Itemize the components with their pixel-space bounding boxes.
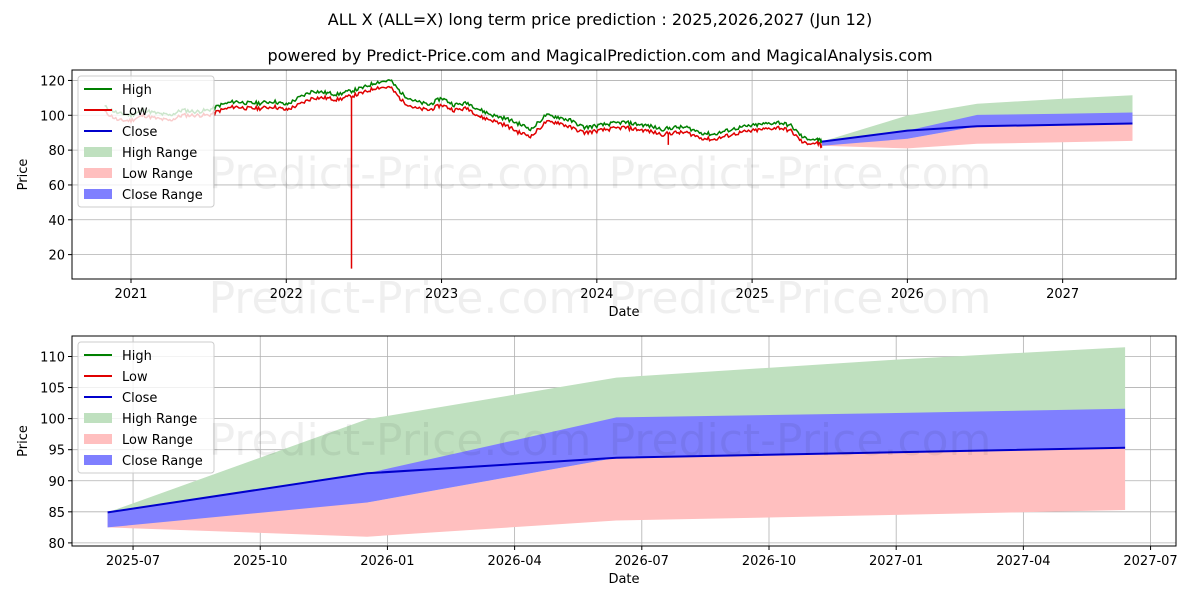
x-axis-label: Date xyxy=(608,305,639,320)
high-series-line xyxy=(104,78,823,145)
legend-label: Close xyxy=(122,125,157,140)
x-tick-label: 2027-07 xyxy=(1123,554,1177,569)
x-tick-label: 2021 xyxy=(114,287,147,302)
watermark-text: Predict-Price.com xyxy=(609,273,992,324)
y-tick-label: 85 xyxy=(48,506,65,521)
legend-label: Close Range xyxy=(122,454,203,469)
legend-label: Low xyxy=(122,370,148,385)
legend-label: Close Range xyxy=(122,188,203,203)
x-tick-label: 2025-10 xyxy=(233,554,287,569)
x-tick-label: 2025 xyxy=(736,287,769,302)
y-tick-label: 100 xyxy=(40,413,65,428)
y-tick-label: 95 xyxy=(48,444,65,459)
y-tick-label: 100 xyxy=(40,109,65,124)
legend-label: High xyxy=(122,349,152,364)
low-range-band xyxy=(107,447,1126,537)
close-range-band xyxy=(107,408,1126,528)
y-axis-label: Price xyxy=(16,425,31,457)
x-tick-label: 2022 xyxy=(270,287,303,302)
legend-swatch xyxy=(84,189,112,199)
x-tick-label: 2026-07 xyxy=(615,554,669,569)
x-tick-label: 2027-04 xyxy=(996,554,1050,569)
legend-swatch xyxy=(84,434,112,444)
legend-label: Low Range xyxy=(122,167,193,182)
x-tick-label: 2024 xyxy=(580,287,613,302)
x-tick-label: 2023 xyxy=(425,287,458,302)
watermark-text: Predict-Price.com xyxy=(209,415,592,466)
y-tick-label: 120 xyxy=(40,74,65,89)
panel-2 xyxy=(68,335,1177,550)
legend-label: High Range xyxy=(122,146,197,161)
x-tick-label: 2027-01 xyxy=(869,554,923,569)
y-tick-label: 80 xyxy=(48,537,65,552)
y-tick-label: 40 xyxy=(48,214,65,229)
watermark-text: Predict-Price.com xyxy=(609,149,992,200)
close-forecast-line xyxy=(821,122,1133,143)
low-series-line xyxy=(104,85,823,269)
y-axis-label: Price xyxy=(16,159,31,191)
legend-label: Low xyxy=(122,104,148,119)
watermark-text: Predict-Price.com xyxy=(209,149,592,200)
close-forecast-line xyxy=(107,446,1126,514)
panel-1 xyxy=(68,69,1177,283)
chart-title: ALL X (ALL=X) long term price prediction… xyxy=(327,10,873,29)
y-tick-label: 20 xyxy=(48,249,65,264)
close-range-band xyxy=(822,112,1133,146)
watermark-text: Predict-Price.com xyxy=(209,273,592,324)
y-tick-label: 105 xyxy=(40,382,65,397)
x-tick-label: 2025-07 xyxy=(106,554,160,569)
legend-swatch xyxy=(84,455,112,465)
legend-label: Low Range xyxy=(122,433,193,448)
x-tick-label: 2026-01 xyxy=(360,554,414,569)
y-tick-label: 80 xyxy=(48,144,65,159)
x-tick-label: 2027 xyxy=(1046,287,1079,302)
x-axis-label: Date xyxy=(608,572,639,587)
plot-frame xyxy=(71,69,1177,280)
x-tick-label: 2026 xyxy=(891,287,924,302)
low-range-band xyxy=(822,123,1133,149)
y-tick-label: 60 xyxy=(48,179,65,194)
legend-swatch xyxy=(84,413,112,423)
x-tick-label: 2026-04 xyxy=(487,554,541,569)
x-tick-label: 2026-10 xyxy=(742,554,796,569)
y-tick-label: 110 xyxy=(40,351,65,366)
legend-label: High Range xyxy=(122,412,197,427)
legend-label: High xyxy=(122,83,152,98)
chart-subtitle: powered by Predict-Price.com and Magical… xyxy=(267,46,933,65)
legend-label: Close xyxy=(122,391,157,406)
plot-frame xyxy=(71,335,1177,547)
y-tick-label: 90 xyxy=(48,475,65,490)
legend-swatch xyxy=(84,147,112,157)
watermark-text: Predict-Price.com xyxy=(609,415,992,466)
legend-swatch xyxy=(84,168,112,178)
